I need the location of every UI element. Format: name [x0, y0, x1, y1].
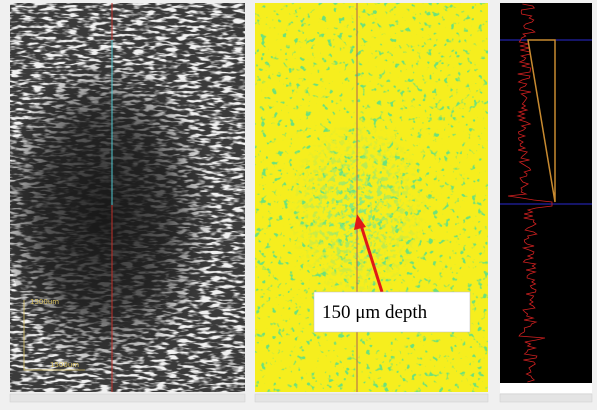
- dark-region: [5, 55, 225, 375]
- grayscale-panel: 1500um 1500um: [5, 3, 245, 392]
- annotation-label: 150 μm depth: [322, 302, 428, 323]
- scrollbar[interactable]: [10, 394, 245, 402]
- color-panel: 150 μm depth: [255, 3, 488, 392]
- screenshot: 1500um 1500um 150 μm depth: [0, 0, 597, 410]
- scale-label-horizontal: 1500um: [50, 361, 79, 369]
- dense-specks: [255, 3, 488, 392]
- profile-panel: [500, 3, 592, 393]
- axis-strip: [500, 383, 592, 393]
- scrollbar[interactable]: [255, 394, 488, 402]
- panel-bg: [500, 3, 592, 383]
- scale-label-vertical: 1500um: [30, 298, 59, 306]
- scene: 1500um 1500um 150 μm depth: [0, 0, 597, 410]
- scrollbar[interactable]: [500, 394, 592, 402]
